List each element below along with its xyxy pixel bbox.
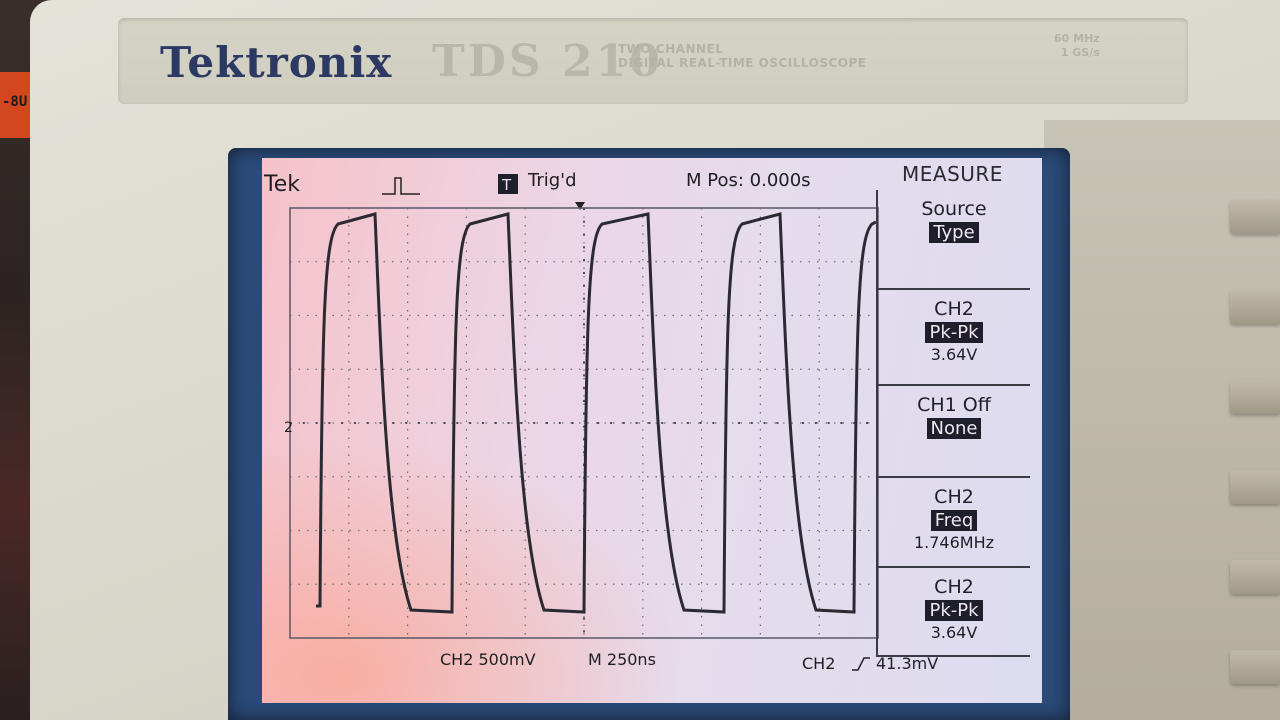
background-tag-text: -8U <box>2 94 28 110</box>
measure-slot-4[interactable]: CH2 Freq 1.746MHz <box>878 478 1030 568</box>
trigger-position-marker <box>575 202 585 210</box>
bezel-button[interactable] <box>1230 290 1280 324</box>
measure-slot-1-line1: Source <box>921 198 987 220</box>
measure-slot-5-source: CH2 <box>934 576 974 598</box>
brand-logo: Tektronix <box>160 38 393 87</box>
bezel-button[interactable] <box>1230 650 1280 684</box>
background-label-tag: -8U <box>0 72 34 138</box>
bezel-button[interactable] <box>1230 470 1280 504</box>
bezel-button[interactable] <box>1230 380 1280 414</box>
measure-slot-2-value: 3.64V <box>930 345 978 364</box>
measure-slot-4-type: Freq <box>930 510 978 531</box>
trigger-level: 41.3mV <box>876 654 939 673</box>
measure-slot-3-source: CH1 Off <box>917 394 991 416</box>
trigger-source: CH2 <box>802 654 836 673</box>
time-per-div: M 250ns <box>588 650 656 669</box>
menu-title: MEASURE <box>902 162 1003 186</box>
bezel-button[interactable] <box>1230 560 1280 594</box>
measure-slot-2-source: CH2 <box>934 298 974 320</box>
nameplate-strip <box>118 18 1188 104</box>
trigger-state: Trig'd <box>528 170 577 191</box>
ch2-volts-div: CH2 500mV <box>440 650 536 669</box>
acquire-run-icon <box>382 177 420 195</box>
spec-label: 60 MHz 1 GS/s <box>1054 32 1100 60</box>
bezel-button[interactable] <box>1230 200 1280 234</box>
model-description-line2: DIGITAL REAL-TIME OSCILLOSCOPE <box>618 56 867 70</box>
measure-slot-4-value: 1.746MHz <box>913 533 995 552</box>
trigger-icon-box <box>498 174 518 194</box>
measure-slot-4-source: CH2 <box>934 486 974 508</box>
model-name: TDS 210 <box>432 36 663 87</box>
spec-samplerate: 1 GS/s <box>1060 46 1100 59</box>
ch2-waveform-trace <box>316 212 877 614</box>
tek-logo: Tek <box>264 172 300 197</box>
graticule <box>289 207 879 639</box>
horizontal-position: M Pos: 0.000s <box>686 170 811 191</box>
measure-menu: Source Type CH2 Pk-Pk 3.64V CH1 Off None… <box>876 190 1030 657</box>
measure-slot-2-type: Pk-Pk <box>925 322 983 343</box>
ch2-ground-marker: 2 <box>284 420 293 436</box>
measure-slot-5-value: 3.64V <box>930 623 978 642</box>
measure-slot-2[interactable]: CH2 Pk-Pk 3.64V <box>878 290 1030 386</box>
model-description-line1: TWO CHANNEL <box>618 42 724 56</box>
measure-slot-1[interactable]: Source Type <box>878 190 1030 290</box>
spec-bandwidth: 60 MHz <box>1054 32 1100 45</box>
measure-slot-5-type: Pk-Pk <box>925 600 983 621</box>
waveform-plot <box>289 207 879 639</box>
lcd-display: Tek T Trig'd M Pos: 0.000s MEASURE 2 Sou… <box>262 158 1042 703</box>
front-panel-right <box>1044 120 1280 720</box>
measure-slot-1-type: Type <box>929 222 979 243</box>
model-description: TWO CHANNEL DIGITAL REAL-TIME OSCILLOSCO… <box>618 42 866 70</box>
trigger-icon: T <box>501 176 512 194</box>
measure-slot-5[interactable]: CH2 Pk-Pk 3.64V <box>878 568 1030 657</box>
status-trigger-icons: T <box>382 174 585 210</box>
measure-slot-3-type: None <box>926 418 982 439</box>
measure-slot-3[interactable]: CH1 Off None <box>878 386 1030 478</box>
